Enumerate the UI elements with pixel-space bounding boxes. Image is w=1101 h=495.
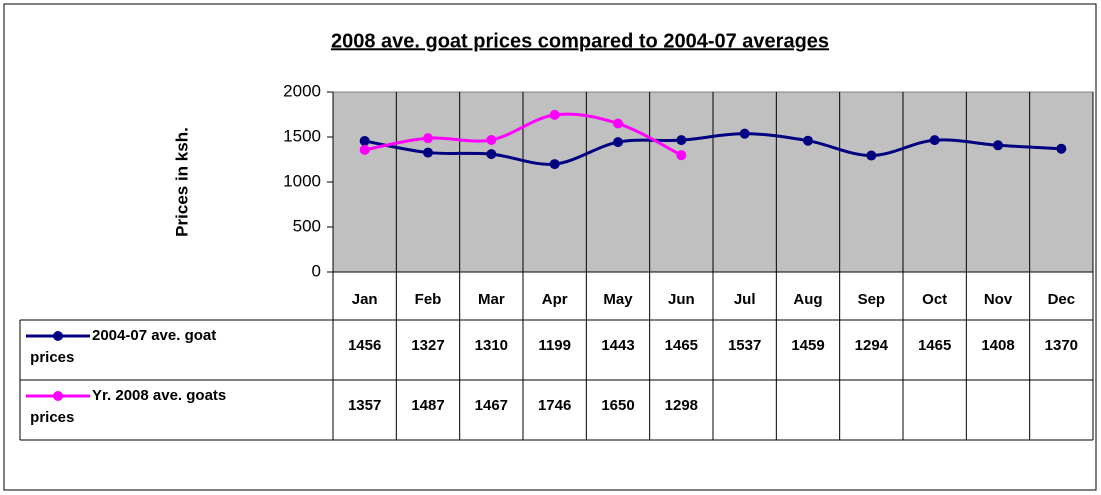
x-tick-label: Nov [984, 291, 1013, 308]
series-marker [1056, 143, 1067, 154]
series-marker [423, 133, 433, 144]
series-marker [613, 118, 623, 129]
x-tick-label: Mar [478, 291, 505, 308]
series-marker [359, 144, 370, 155]
table-value: 1467 [475, 397, 508, 414]
table-value: 1459 [791, 337, 824, 354]
table-value: 1298 [665, 397, 698, 414]
x-tick-label: Jan [352, 291, 378, 308]
x-tick-label: Jul [734, 291, 756, 308]
x-tick-label: Dec [1048, 291, 1076, 308]
table-value: 1443 [601, 337, 634, 354]
y-tick-label: 1000 [283, 171, 321, 190]
y-tick-label: 2000 [283, 81, 321, 100]
series-marker [993, 140, 1003, 151]
x-tick-label: Jun [668, 291, 695, 308]
series-marker [676, 135, 687, 146]
table-value: 1456 [348, 337, 381, 354]
y-tick-label: 500 [293, 216, 321, 235]
series-marker [549, 159, 560, 170]
x-tick-label: Feb [415, 291, 442, 308]
table-value: 1487 [411, 397, 444, 414]
table-value: 1370 [1045, 337, 1078, 354]
table-value: 1408 [981, 337, 1014, 354]
series-marker [613, 137, 623, 148]
x-tick-label: Sep [858, 291, 886, 308]
table-value: 1537 [728, 337, 761, 354]
x-tick-label: Aug [793, 291, 822, 308]
legend-label: Yr. 2008 ave. goats prices [26, 387, 226, 426]
y-tick-label: 1500 [283, 126, 321, 145]
series-marker [549, 109, 560, 120]
x-tick-label: Oct [922, 291, 947, 308]
table-value: 1199 [538, 337, 571, 354]
series-marker [739, 128, 750, 139]
y-tick-label: 0 [312, 261, 321, 280]
x-tick-label: May [603, 291, 633, 308]
series-marker [486, 134, 497, 145]
series-line [364, 112, 683, 157]
table-value: 1746 [538, 397, 571, 414]
series-marker [359, 135, 370, 146]
series-marker [803, 135, 813, 146]
table-value: 1327 [411, 337, 444, 354]
series-marker [866, 150, 877, 161]
table-value: 1650 [601, 397, 634, 414]
series-marker [423, 147, 433, 158]
legend-label: 2004-07 ave. goat prices [26, 327, 216, 366]
series-marker [486, 149, 497, 160]
table-value: 1294 [855, 337, 889, 354]
table-value: 1465 [665, 337, 698, 354]
y-axis-label: Prices in ksh. [172, 127, 191, 237]
table-value: 1310 [475, 337, 508, 354]
x-tick-label: Apr [542, 291, 568, 308]
chart-title: 2008 ave. goat prices compared to 2004-0… [331, 30, 829, 52]
series-marker [676, 150, 687, 161]
legend-marker [53, 391, 63, 401]
legend-marker [53, 331, 63, 341]
table-value: 1357 [348, 397, 381, 414]
series-marker [929, 135, 940, 146]
table-value: 1465 [918, 337, 951, 354]
